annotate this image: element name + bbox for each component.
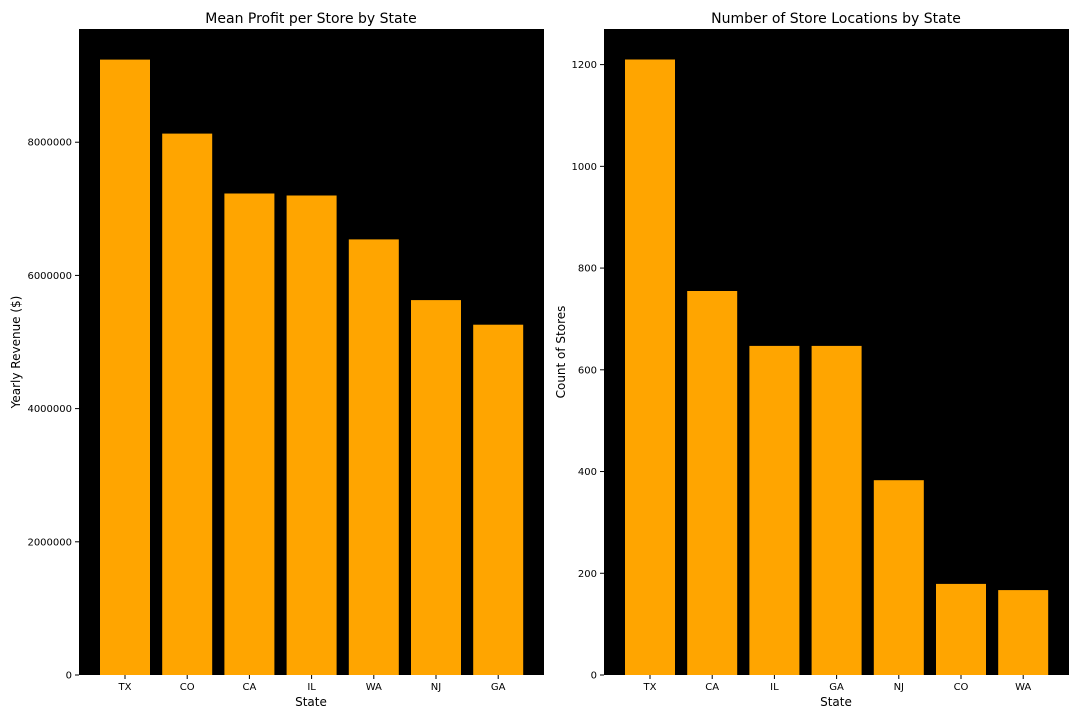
x-tick-label: CA: [705, 682, 719, 693]
bar-wa: [348, 239, 399, 675]
chart-profit: Mean Profit per Store by State 0 2000000 4…: [9, 11, 544, 709]
y-tick-label: 200: [578, 569, 597, 580]
y-tick-label: 8000000: [27, 138, 72, 149]
x-tick-label: TX: [643, 682, 657, 693]
bar-il: [286, 195, 337, 675]
y-tick-label: 0: [66, 671, 72, 682]
y-tick-label: 800: [578, 264, 597, 275]
bar-group: [625, 59, 1049, 675]
y-axis: 0 2000000 4000000 6000000 8000000: [27, 138, 79, 682]
bar-co: [936, 583, 986, 675]
chart-title: Number of Store Locations by State: [711, 11, 961, 27]
bar-nj: [411, 300, 461, 675]
chart-store-count: Number of Store Locations by State 0 200 4…: [554, 11, 1069, 709]
x-tick-label: GA: [829, 682, 844, 693]
x-tick-label: CO: [180, 682, 195, 693]
x-tick-label: IL: [307, 682, 316, 693]
bar-ca: [224, 193, 275, 675]
y-axis-label: Count of Stores: [554, 306, 568, 399]
x-tick-label: WA: [366, 682, 382, 693]
y-tick-label: 2000000: [27, 537, 72, 548]
chart-title: Mean Profit per Store by State: [205, 11, 416, 27]
x-axis: TX CO CA IL WA NJ GA: [118, 675, 506, 693]
bar-nj: [873, 480, 924, 675]
bar-group: [100, 59, 524, 676]
x-tick-label: TX: [118, 682, 132, 693]
y-tick-label: 1200: [572, 60, 597, 71]
bar-ga: [811, 345, 862, 675]
x-axis-label: State: [820, 695, 852, 709]
x-tick-label: CO: [954, 682, 969, 693]
x-tick-label: GA: [491, 682, 506, 693]
bar-co: [162, 133, 213, 676]
y-tick-label: 6000000: [27, 271, 72, 282]
x-tick-label: NJ: [431, 682, 441, 693]
x-tick-label: NJ: [894, 682, 904, 693]
bar-tx: [100, 59, 150, 676]
y-tick-label: 4000000: [27, 404, 72, 415]
x-tick-label: WA: [1015, 682, 1031, 693]
bar-ga: [473, 324, 524, 675]
bar-tx: [625, 59, 675, 675]
x-axis: TX CA IL GA NJ CO WA: [643, 675, 1031, 693]
x-tick-label: IL: [770, 682, 779, 693]
y-tick-label: 1000: [572, 162, 597, 173]
y-tick-label: 400: [578, 467, 597, 478]
y-axis: 0 200 400 600 800 1000 1200: [572, 60, 604, 682]
y-axis-label: Yearly Revenue ($): [9, 296, 23, 410]
x-axis-label: State: [295, 695, 327, 709]
y-tick-label: 600: [578, 365, 597, 376]
bar-wa: [998, 590, 1049, 675]
y-tick-label: 0: [591, 671, 597, 682]
x-tick-label: CA: [242, 682, 256, 693]
bar-ca: [687, 291, 738, 675]
bar-il: [749, 345, 800, 675]
